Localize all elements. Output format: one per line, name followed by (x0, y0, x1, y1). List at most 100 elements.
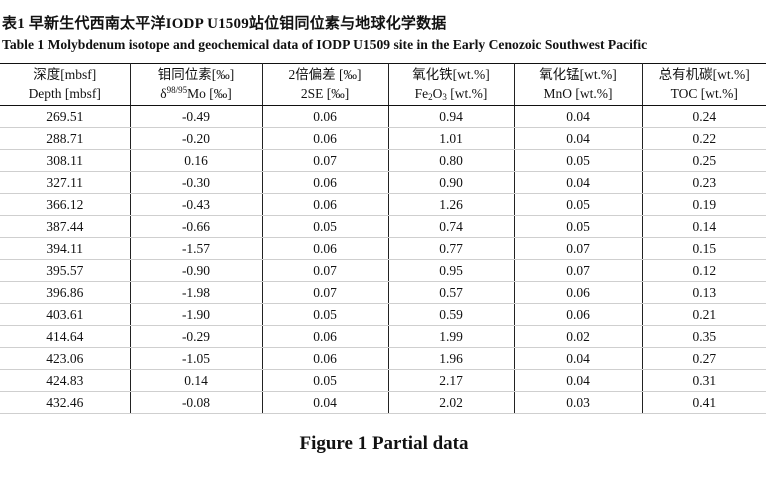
header-mo-isotope: 钼同位素[‰] δ98/95Mo [‰] (129, 63, 262, 106)
se-cell: 0.07 (261, 149, 388, 172)
depth-cell: 414.64 (0, 325, 130, 348)
mno-cell: 0.06 (513, 303, 642, 326)
mno-cell: 0.05 (513, 215, 642, 238)
se-cell: 0.06 (261, 237, 388, 260)
fe2o3-cell: 0.94 (387, 105, 514, 128)
depth-cell: 394.11 (0, 237, 130, 260)
mo-isotope-cell: -0.90 (129, 259, 262, 282)
toc-cell: 0.12 (641, 259, 766, 282)
fe2o3-cell: 1.96 (387, 347, 514, 370)
mno-cell: 0.07 (513, 237, 642, 260)
se-cell: 0.06 (261, 347, 388, 370)
toc-cell: 0.35 (641, 325, 766, 348)
table-row: 403.61 -1.90 0.05 0.59 0.06 0.21 (0, 303, 766, 326)
toc-cell: 0.21 (641, 303, 766, 326)
mno-cell: 0.04 (513, 369, 642, 392)
mo-isotope-cell: -1.98 (129, 281, 262, 304)
depth-cell: 308.11 (0, 149, 130, 172)
table-row: 327.11 -0.30 0.06 0.90 0.04 0.23 (0, 171, 766, 194)
mo-isotope-cell: -0.29 (129, 325, 262, 348)
header-o-symbol: O (432, 86, 443, 101)
se-cell: 0.06 (261, 171, 388, 194)
fe2o3-cell: 0.57 (387, 281, 514, 304)
table-body: 269.51 -0.49 0.06 0.94 0.04 0.24 288.71 -0.20 0.… (0, 105, 766, 414)
header-depth-cn: 深度[mbsf] (33, 67, 97, 82)
toc-cell: 0.19 (641, 193, 766, 216)
mno-cell: 0.05 (513, 149, 642, 172)
fe2o3-cell: 2.02 (387, 391, 514, 414)
mo-isotope-cell: -1.05 (129, 347, 262, 370)
mo-isotope-cell: -1.57 (129, 237, 262, 260)
mo-isotope-cell: -0.20 (129, 127, 262, 150)
depth-cell: 395.57 (0, 259, 130, 282)
mno-cell: 0.04 (513, 347, 642, 370)
table-row: 424.83 0.14 0.05 2.17 0.04 0.31 (0, 369, 766, 392)
table-row: 288.71 -0.20 0.06 1.01 0.04 0.22 (0, 127, 766, 150)
fe2o3-cell: 0.80 (387, 149, 514, 172)
toc-cell: 0.27 (641, 347, 766, 370)
header-mno: 氧化锰[wt.%] MnO [wt.%] (513, 63, 642, 106)
data-table: 深度[mbsf] Depth [mbsf] 钼同位素[‰] δ98/95Mo [… (0, 63, 766, 414)
mno-cell: 0.07 (513, 259, 642, 282)
toc-cell: 0.25 (641, 149, 766, 172)
header-mno-cn: 氧化锰[wt.%] (539, 67, 617, 82)
fe2o3-cell: 1.26 (387, 193, 514, 216)
depth-cell: 423.06 (0, 347, 130, 370)
toc-cell: 0.13 (641, 281, 766, 304)
header-mo-delta: δ (160, 86, 167, 101)
header-fe-symbol: Fe (414, 86, 429, 101)
table-row: 414.64 -0.29 0.06 1.99 0.02 0.35 (0, 325, 766, 348)
fe2o3-cell: 0.95 (387, 259, 514, 282)
table-title-chinese: 表1 早新生代西南太平洋IODP U1509站位钼同位素与地球化学数据 (2, 16, 447, 32)
fe2o3-cell: 0.77 (387, 237, 514, 260)
toc-cell: 0.15 (641, 237, 766, 260)
depth-cell: 366.12 (0, 193, 130, 216)
mno-cell: 0.04 (513, 171, 642, 194)
mo-isotope-cell: -0.66 (129, 215, 262, 238)
header-fe2o3: 氧化铁[wt.%] Fe2O3 [wt.%] (387, 63, 514, 106)
se-cell: 0.06 (261, 193, 388, 216)
mo-isotope-cell: 0.14 (129, 369, 262, 392)
depth-cell: 396.86 (0, 281, 130, 304)
depth-cell: 288.71 (0, 127, 130, 150)
table-title-english: Table 1 Molybdenum isotope and geochemic… (2, 37, 648, 52)
header-2se-cn: 2倍偏差 [‰] (288, 67, 362, 82)
depth-cell: 432.46 (0, 391, 130, 414)
fe2o3-cell: 1.01 (387, 127, 514, 150)
table-row: 269.51 -0.49 0.06 0.94 0.04 0.24 (0, 105, 766, 128)
depth-cell: 327.11 (0, 171, 130, 194)
toc-cell: 0.14 (641, 215, 766, 238)
se-cell: 0.04 (261, 391, 388, 414)
header-depth-en: Depth [mbsf] (28, 86, 101, 101)
se-cell: 0.06 (261, 127, 388, 150)
mno-cell: 0.03 (513, 391, 642, 414)
header-depth: 深度[mbsf] Depth [mbsf] (0, 63, 130, 106)
header-2se-en: 2SE [‰] (300, 86, 350, 101)
toc-cell: 0.23 (641, 171, 766, 194)
mno-cell: 0.05 (513, 193, 642, 216)
se-cell: 0.05 (261, 303, 388, 326)
se-cell: 0.07 (261, 259, 388, 282)
table-row: 396.86 -1.98 0.07 0.57 0.06 0.13 (0, 281, 766, 304)
toc-cell: 0.24 (641, 105, 766, 128)
header-toc-cn: 总有机碳[wt.%] (658, 67, 750, 82)
mo-isotope-cell: -1.90 (129, 303, 262, 326)
table-row: 387.44 -0.66 0.05 0.74 0.05 0.14 (0, 215, 766, 238)
mno-cell: 0.02 (513, 325, 642, 348)
table-row: 423.06 -1.05 0.06 1.96 0.04 0.27 (0, 347, 766, 370)
mno-cell: 0.04 (513, 127, 642, 150)
header-mo-isotope-en: δ98/95Mo [‰] (131, 84, 262, 103)
depth-cell: 269.51 (0, 105, 130, 128)
mo-isotope-cell: 0.16 (129, 149, 262, 172)
table-row: 395.57 -0.90 0.07 0.95 0.07 0.12 (0, 259, 766, 282)
header-mo-sup: 98/95 (166, 85, 188, 95)
header-mo-unit: Mo [‰] (187, 86, 232, 101)
header-mo-isotope-cn: 钼同位素[‰] (157, 67, 235, 82)
depth-cell: 424.83 (0, 369, 130, 392)
toc-cell: 0.22 (641, 127, 766, 150)
se-cell: 0.06 (261, 105, 388, 128)
fe2o3-cell: 0.59 (387, 303, 514, 326)
header-2se: 2倍偏差 [‰] 2SE [‰] (261, 63, 388, 106)
header-fe2o3-en: Fe2O3 [wt.%] (389, 84, 514, 103)
mo-isotope-cell: -0.43 (129, 193, 262, 216)
